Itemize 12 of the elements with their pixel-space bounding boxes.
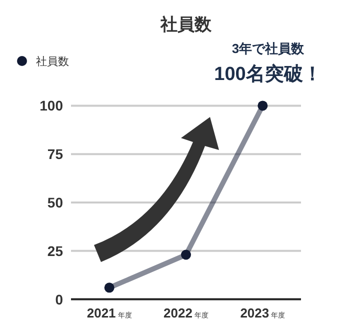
point [258, 100, 268, 111]
text: 100名突破！ [214, 63, 322, 85]
chart-title: 社員数 [160, 15, 212, 34]
y-tick-label: 100 [40, 98, 64, 114]
legend-label: 社員数 [36, 55, 69, 68]
y-tick-label: 50 [47, 194, 64, 210]
y-tick-label: 25 [47, 242, 64, 259]
y-tick-label: 0 [55, 291, 64, 308]
point [104, 282, 114, 293]
point [181, 250, 191, 260]
text: 3年で社員数 [232, 41, 306, 56]
y-tick-label: 75 [47, 146, 64, 162]
